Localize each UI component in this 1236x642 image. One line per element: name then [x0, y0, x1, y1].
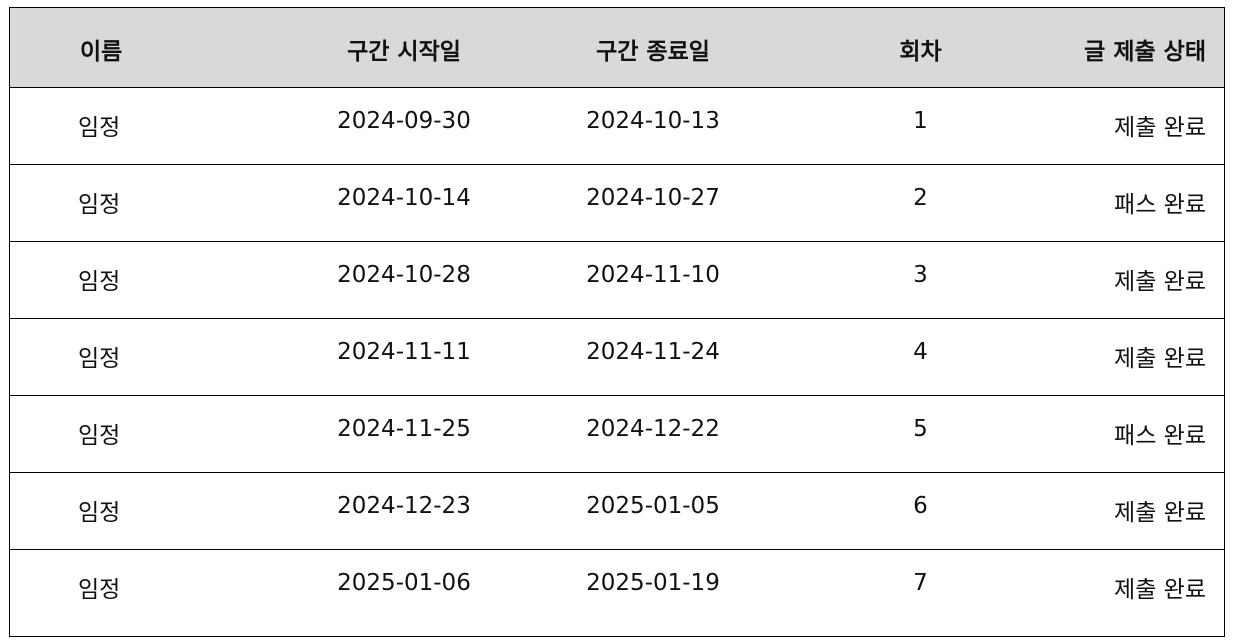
- header-status: 글 제출 상태: [1063, 8, 1224, 88]
- cell-round-text: 5: [913, 415, 928, 442]
- cell-start-date: 2024-10-14: [280, 164, 528, 241]
- header-round-label: 회차: [899, 39, 942, 65]
- cell-end-date-text: 2024-11-10: [586, 261, 720, 288]
- cell-status-text: 제출 완료: [1114, 345, 1206, 372]
- cell-round-text: 4: [913, 338, 928, 365]
- header-row: 이름 구간 시작일 구간 종료일 회차 글 제출 상태: [10, 8, 1224, 88]
- cell-end-date: 2024-10-13: [528, 87, 778, 164]
- cell-end-date: 2024-11-10: [528, 241, 778, 318]
- table-body: 임정 2024-09-30 2024-10-13 1 제출 완료 임정 2024…: [10, 87, 1224, 626]
- cell-status: 제출 완료: [1063, 87, 1224, 164]
- cell-name-text: 임정: [78, 576, 121, 603]
- table-row: 임정 2025-01-06 2025-01-19 7 제출 완료: [10, 549, 1224, 626]
- cell-start-date: 2024-10-28: [280, 241, 528, 318]
- cell-status: 제출 완료: [1063, 318, 1224, 395]
- cell-name: 임정: [10, 472, 280, 549]
- cell-start-date-text: 2024-10-28: [337, 261, 471, 288]
- cell-round: 3: [778, 241, 1063, 318]
- table-row: 임정 2024-12-23 2025-01-05 6 제출 완료: [10, 472, 1224, 549]
- header-name: 이름: [10, 8, 280, 88]
- cell-status: 패스 완료: [1063, 164, 1224, 241]
- cell-status-text: 제출 완료: [1114, 268, 1206, 295]
- header-start-date: 구간 시작일: [280, 8, 528, 88]
- cell-start-date: 2025-01-06: [280, 549, 528, 626]
- cell-name: 임정: [10, 241, 280, 318]
- table-row: 임정 2024-09-30 2024-10-13 1 제출 완료: [10, 87, 1224, 164]
- cell-start-date: 2024-11-11: [280, 318, 528, 395]
- cell-status: 제출 완료: [1063, 472, 1224, 549]
- cell-name-text: 임정: [78, 422, 121, 449]
- cell-name: 임정: [10, 395, 280, 472]
- cell-name-text: 임정: [78, 191, 121, 218]
- cell-round-text: 3: [913, 261, 928, 288]
- cell-round: 6: [778, 472, 1063, 549]
- cell-end-date: 2024-11-24: [528, 318, 778, 395]
- cell-end-date: 2024-12-22: [528, 395, 778, 472]
- cell-name-text: 임정: [78, 114, 121, 141]
- cell-status: 제출 완료: [1063, 549, 1224, 626]
- cell-end-date-text: 2024-11-24: [586, 338, 720, 365]
- cell-status-text: 제출 완료: [1114, 114, 1206, 141]
- cell-start-date-text: 2024-11-11: [337, 338, 471, 365]
- cell-status-text: 제출 완료: [1114, 576, 1206, 603]
- table-row: 임정 2024-11-25 2024-12-22 5 패스 완료: [10, 395, 1224, 472]
- table-row: 임정 2024-10-28 2024-11-10 3 제출 완료: [10, 241, 1224, 318]
- cell-start-date-text: 2024-11-25: [337, 415, 471, 442]
- cell-start-date-text: 2024-12-23: [337, 492, 471, 519]
- submission-table: 이름 구간 시작일 구간 종료일 회차 글 제출 상태 임정 2024-09-3…: [10, 8, 1224, 626]
- cell-end-date: 2025-01-05: [528, 472, 778, 549]
- cell-name: 임정: [10, 164, 280, 241]
- cell-status: 패스 완료: [1063, 395, 1224, 472]
- cell-status: 제출 완료: [1063, 241, 1224, 318]
- cell-start-date: 2024-09-30: [280, 87, 528, 164]
- header-end-date-label: 구간 종료일: [596, 39, 710, 65]
- cell-round-text: 7: [913, 569, 928, 596]
- submission-table-container: 이름 구간 시작일 구간 종료일 회차 글 제출 상태 임정 2024-09-3…: [9, 7, 1225, 637]
- cell-round: 2: [778, 164, 1063, 241]
- cell-end-date-text: 2024-10-27: [586, 184, 720, 211]
- table-header: 이름 구간 시작일 구간 종료일 회차 글 제출 상태: [10, 8, 1224, 88]
- table-row: 임정 2024-11-11 2024-11-24 4 제출 완료: [10, 318, 1224, 395]
- cell-status-text: 제출 완료: [1114, 499, 1206, 526]
- header-round: 회차: [778, 8, 1063, 88]
- cell-start-date-text: 2024-09-30: [337, 107, 471, 134]
- cell-end-date: 2025-01-19: [528, 549, 778, 626]
- cell-status-text: 패스 완료: [1114, 191, 1206, 218]
- cell-round-text: 6: [913, 492, 928, 519]
- cell-name-text: 임정: [78, 499, 121, 526]
- header-status-label: 글 제출 상태: [1084, 39, 1206, 65]
- cell-end-date-text: 2024-10-13: [586, 107, 720, 134]
- header-end-date: 구간 종료일: [528, 8, 778, 88]
- cell-round: 4: [778, 318, 1063, 395]
- cell-status-text: 패스 완료: [1114, 422, 1206, 449]
- cell-name-text: 임정: [78, 268, 121, 295]
- header-start-date-label: 구간 시작일: [347, 39, 461, 65]
- cell-name-text: 임정: [78, 345, 121, 372]
- cell-end-date: 2024-10-27: [528, 164, 778, 241]
- cell-name: 임정: [10, 87, 280, 164]
- cell-round-text: 2: [913, 184, 928, 211]
- cell-start-date-text: 2025-01-06: [337, 569, 471, 596]
- cell-end-date-text: 2024-12-22: [586, 415, 720, 442]
- cell-start-date-text: 2024-10-14: [337, 184, 471, 211]
- cell-end-date-text: 2025-01-05: [586, 492, 720, 519]
- cell-round: 5: [778, 395, 1063, 472]
- cell-end-date-text: 2025-01-19: [586, 569, 720, 596]
- cell-start-date: 2024-11-25: [280, 395, 528, 472]
- table-row: 임정 2024-10-14 2024-10-27 2 패스 완료: [10, 164, 1224, 241]
- cell-round-text: 1: [913, 107, 928, 134]
- cell-round: 1: [778, 87, 1063, 164]
- cell-name: 임정: [10, 318, 280, 395]
- cell-name: 임정: [10, 549, 280, 626]
- cell-start-date: 2024-12-23: [280, 472, 528, 549]
- header-name-label: 이름: [80, 39, 123, 65]
- cell-round: 7: [778, 549, 1063, 626]
